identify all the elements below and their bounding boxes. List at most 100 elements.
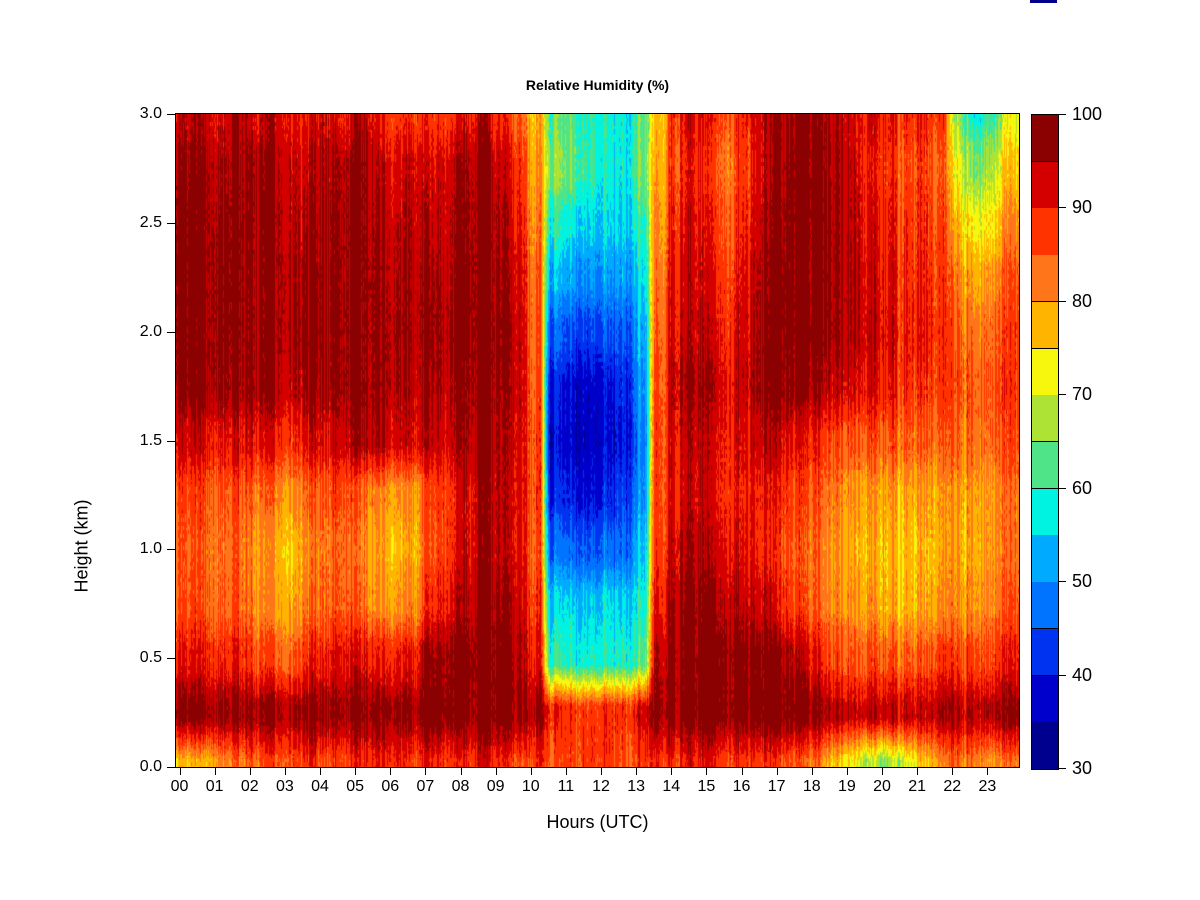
- x-axis-tick-label: 18: [802, 778, 821, 795]
- y-axis-tick: [167, 767, 175, 768]
- x-axis-tick-label: 14: [662, 778, 681, 795]
- x-axis-tick: [460, 768, 462, 775]
- x-axis-tick-label: 05: [346, 778, 365, 795]
- x-axis-tick-label: 17: [767, 778, 786, 795]
- x-axis-tick: [320, 768, 321, 775]
- y-axis-tick: [167, 114, 175, 115]
- colorbar-tick: [1059, 768, 1066, 769]
- y-axis-tick-label: 2.5: [139, 213, 162, 231]
- y-axis-tick: [167, 549, 175, 551]
- plot-title: Relative Humidity (%): [525, 77, 670, 93]
- x-axis-tick: [811, 768, 813, 775]
- x-axis-tick-label: 12: [592, 778, 610, 795]
- x-axis-tick: [846, 768, 848, 775]
- x-axis-tick-label: 07: [416, 778, 435, 795]
- x-axis-tick: [179, 768, 181, 775]
- colorbar-tick: [1059, 394, 1066, 396]
- colorbar-segment: [1032, 348, 1058, 396]
- y-axis-tick-label: 0.0: [139, 758, 162, 775]
- x-axis-tick-label: 03: [275, 778, 294, 795]
- x-axis-tick-label: 10: [521, 778, 540, 795]
- x-axis-tick-label: 16: [732, 778, 751, 795]
- x-axis-tick-label: 20: [873, 778, 891, 795]
- colorbar-tick-label: 100: [1072, 104, 1103, 124]
- x-axis-tick: [952, 768, 954, 775]
- colorbar-tick-label: 90: [1072, 197, 1093, 218]
- colorbar-segment: [1032, 301, 1058, 350]
- x-axis-tick: [390, 768, 392, 775]
- colorbar-tick-label: 70: [1072, 384, 1093, 405]
- y-axis-title: Height (km): [71, 499, 92, 593]
- colorbar-tick: [1059, 674, 1066, 676]
- colorbar-segment: [1032, 722, 1058, 770]
- colorbar-segment: [1032, 255, 1058, 303]
- colorbar-segment: [1032, 208, 1058, 256]
- x-axis-tick: [776, 768, 778, 775]
- x-axis-tick-label: 04: [311, 778, 329, 795]
- x-axis-tick: [741, 768, 743, 775]
- colorbar-segment: [1032, 395, 1058, 443]
- x-axis-tick: [706, 768, 708, 775]
- colorbar-segment: [1032, 488, 1058, 536]
- x-axis-tick-label: 08: [451, 778, 470, 795]
- y-axis-tick: [167, 331, 175, 333]
- x-axis-tick-label: 23: [978, 778, 997, 795]
- x-axis-tick: [987, 768, 989, 775]
- x-axis-tick-label: 21: [908, 778, 927, 795]
- colorbar-tick-label: 30: [1072, 758, 1093, 778]
- x-axis-tick: [917, 768, 919, 775]
- colorbar-tick-label: 40: [1072, 664, 1093, 685]
- x-axis-tick-label: 11: [557, 778, 575, 795]
- colorbar-tick-label: 60: [1072, 477, 1093, 498]
- x-axis-tick-label: 02: [240, 778, 259, 795]
- x-axis-tick: [425, 768, 427, 775]
- x-axis-tick-label: 09: [486, 778, 505, 795]
- x-axis-tick: [565, 768, 567, 775]
- colorbar-tick-label: 80: [1072, 290, 1093, 311]
- colorbar-segment: [1032, 535, 1058, 583]
- y-axis-tick: [167, 658, 175, 660]
- y-axis-tick-label: 2.0: [139, 322, 162, 340]
- stray-plot-fragment: [1030, 0, 1057, 3]
- x-axis-tick: [530, 768, 532, 775]
- colorbar-segment: [1032, 161, 1058, 209]
- colorbar-tick: [1059, 487, 1066, 489]
- y-axis-tick-label: 0.5: [139, 649, 162, 667]
- colorbar-segment: [1032, 582, 1058, 630]
- colorbar-segment: [1032, 442, 1058, 490]
- colorbar-tick: [1059, 207, 1066, 209]
- y-axis-tick-label: 1.5: [139, 431, 162, 449]
- x-axis-tick-label: 19: [837, 778, 856, 795]
- plot-frame: [175, 113, 1020, 768]
- colorbar-tick: [1059, 114, 1066, 115]
- x-axis-tick: [495, 768, 497, 775]
- colorbar-segment: [1032, 115, 1058, 163]
- x-axis-tick: [882, 768, 883, 775]
- colorbar-segment: [1032, 675, 1058, 723]
- x-axis-tick-label: 22: [943, 778, 962, 795]
- x-axis-tick-label: 15: [697, 778, 716, 795]
- y-axis-tick: [167, 222, 175, 224]
- x-axis-tick: [249, 768, 251, 775]
- x-axis-title: Hours (UTC): [546, 812, 649, 832]
- colorbar: [1031, 114, 1059, 770]
- x-axis-tick: [284, 768, 286, 775]
- colorbar-tick: [1059, 581, 1066, 583]
- x-axis-tick: [601, 768, 602, 775]
- colorbar-tick: [1059, 300, 1066, 302]
- x-axis-tick-label: 01: [205, 778, 224, 795]
- x-axis-tick-label: 06: [381, 778, 400, 795]
- x-axis-tick: [355, 768, 357, 775]
- x-axis-tick-label: 13: [627, 778, 646, 795]
- y-axis-tick-label: 1.0: [139, 540, 162, 558]
- x-axis-tick: [671, 768, 673, 775]
- y-axis-tick: [167, 440, 175, 442]
- x-axis-tick-label: 00: [170, 778, 189, 795]
- y-axis-tick-label: 3.0: [139, 105, 162, 122]
- x-axis-tick: [636, 768, 638, 775]
- x-axis-tick: [214, 768, 216, 775]
- humidity-heatmap: [176, 114, 1019, 767]
- colorbar-tick-label: 50: [1072, 571, 1093, 592]
- colorbar-segment: [1032, 628, 1058, 677]
